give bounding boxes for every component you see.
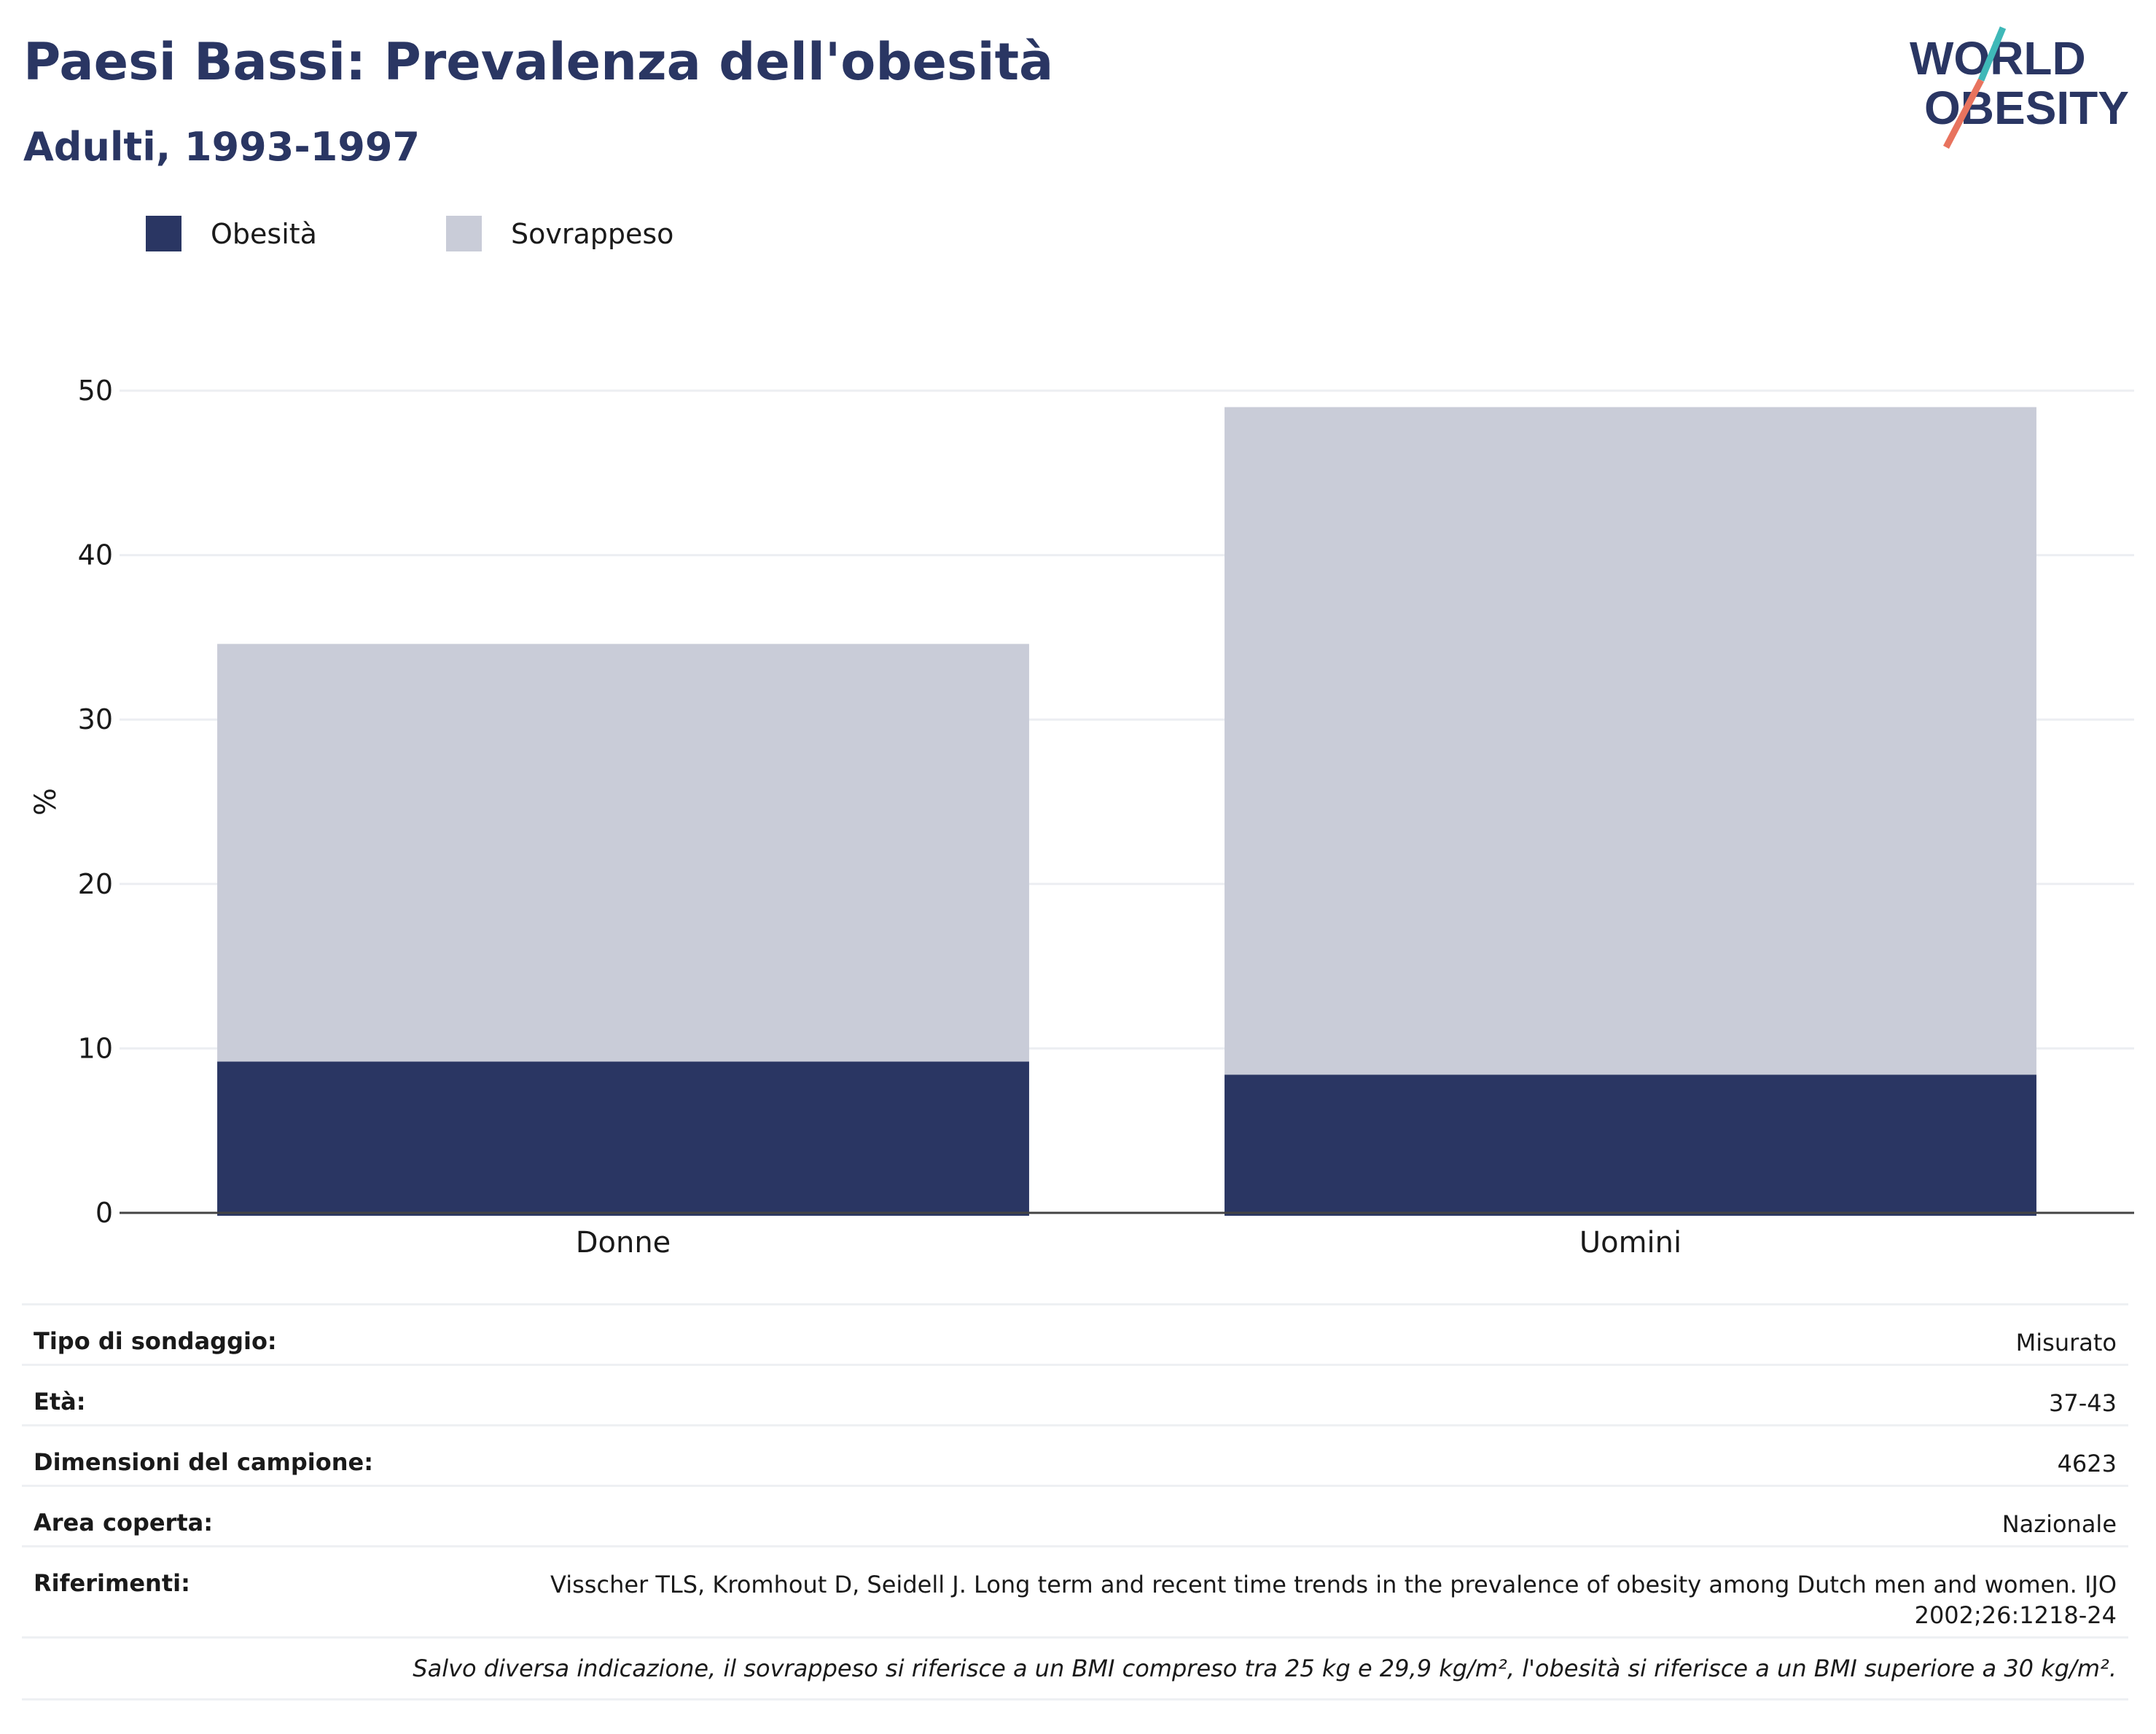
info-row-area: Area coperta: Nazionale (22, 1485, 2128, 1545)
world-obesity-logo: WORLD OBESITY (1910, 26, 2129, 149)
bar-uomini-obesità (1225, 1074, 2036, 1216)
info-label: Dimensioni del campione: (34, 1448, 374, 1476)
info-value: Nazionale (2001, 1510, 2117, 1538)
info-value-reference: Visscher TLS, Kromhout D, Seidell J. Lon… (550, 1571, 2117, 1629)
info-label: Area coperta: (34, 1509, 214, 1536)
y-tick-label: 0 (95, 1197, 113, 1229)
logo-slash-coral (1943, 78, 1984, 149)
y-tick-label: 40 (78, 539, 113, 571)
info-row-survey-type: Tipo di sondaggio: Misurato (22, 1303, 2128, 1364)
bmi-definition-note: Salvo diversa indicazione, il sovrappeso… (22, 1636, 2128, 1700)
x-tick-label: Donne (576, 1226, 671, 1260)
info-row-references: Riferimenti: Visscher TLS, Kromhout D, S… (22, 1545, 2128, 1636)
y-tick-label: 10 (78, 1032, 113, 1064)
stacked-bar-chart: 0 10 20 30 40 50% Donne Uomini (29, 375, 2134, 1260)
x-tick-label: Uomini (1579, 1226, 1682, 1260)
bar-donne-sovrappeso (217, 644, 1029, 1062)
y-tick-label: 50 (78, 375, 113, 407)
legend-swatch-obesita (146, 216, 181, 251)
legend-item-sovrappeso[interactable]: Sovrappeso (446, 216, 673, 251)
info-row-sample-size: Dimensioni del campione: 4623 (22, 1424, 2128, 1485)
y-axis-label: % (29, 788, 63, 816)
info-value: 37-43 (2049, 1389, 2117, 1417)
chart-title: Paesi Bassi: Prevalenza dell'obesità (23, 32, 1054, 92)
info-label: Età: (34, 1388, 86, 1415)
info-label: Riferimenti: (34, 1569, 190, 1597)
legend-label-obesita: Obesità (211, 217, 317, 250)
legend-label-sovrappeso: Sovrappeso (511, 217, 674, 250)
legend-item-obesita[interactable]: Obesità (146, 216, 317, 251)
y-tick-label: 30 (78, 703, 113, 735)
y-tick-label: 20 (78, 868, 113, 900)
info-row-age: Età: 37-43 (22, 1364, 2128, 1424)
chart-subtitle: Adulti, 1993-1997 (23, 124, 421, 170)
info-label: Tipo di sondaggio: (34, 1327, 277, 1355)
info-value: 4623 (2057, 1450, 2117, 1477)
survey-info-table: Tipo di sondaggio: Misurato Età: 37-43 D… (22, 1303, 2128, 1700)
info-value: Misurato (2015, 1329, 2117, 1356)
legend-swatch-sovrappeso (446, 216, 482, 251)
bar-donne-obesità (217, 1061, 1029, 1216)
logo-slash-teal (1977, 26, 2007, 82)
bar-uomini-sovrappeso (1225, 407, 2036, 1075)
